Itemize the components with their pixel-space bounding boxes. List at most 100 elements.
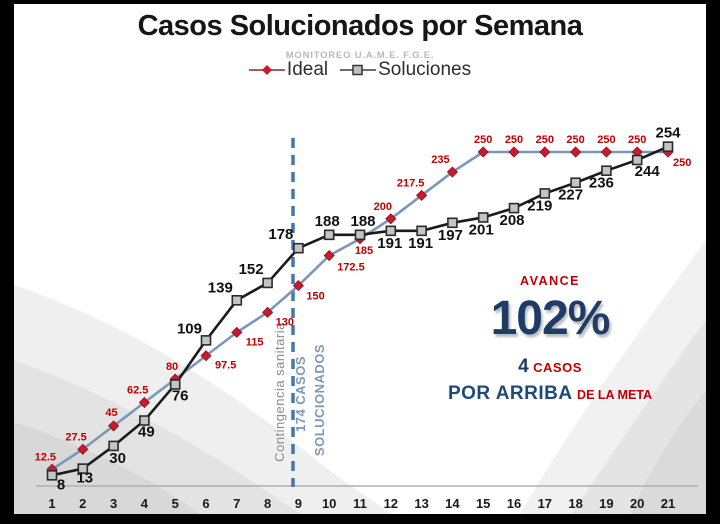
ideal-point-label: 27.5: [65, 431, 86, 443]
ideal-point-label: 172.5: [337, 262, 365, 274]
x-axis-label: 21: [661, 496, 675, 511]
diamond-icon: [248, 65, 285, 75]
ideal-marker: [323, 249, 335, 262]
kpi-avance-label: AVANCE: [520, 274, 580, 288]
ideal-point-label: 115: [246, 336, 264, 348]
ideal-marker: [292, 280, 304, 292]
x-axis-label: 10: [322, 496, 336, 511]
soluciones-marker: [262, 277, 273, 289]
wave-shape: [630, 390, 706, 514]
soluciones-marker: [354, 229, 366, 241]
ideal-point-label: 185: [355, 245, 373, 257]
legend-item-soluciones: Soluciones: [340, 59, 471, 81]
x-axis-label: 20: [630, 496, 644, 511]
x-axis-label: 9: [295, 496, 302, 511]
contingency-label: SOLUCIONADOS: [312, 344, 327, 456]
soluciones-point-label: 208: [499, 212, 524, 229]
x-axis-label: 5: [172, 496, 179, 511]
soluciones-point-label: 227: [558, 187, 583, 204]
soluciones-marker: [46, 470, 58, 481]
ideal-point-label: 217.5: [397, 177, 425, 189]
contingency-label: Contingencia sanitaria: [272, 322, 287, 462]
ideal-marker: [138, 396, 150, 409]
soluciones-point-label: 191: [377, 235, 402, 252]
soluciones-point-label: 188: [350, 213, 375, 230]
frame-bottom: [0, 514, 720, 524]
x-axis-label: 2: [79, 496, 86, 511]
ideal-point-label: 130: [276, 316, 294, 328]
soluciones-marker: [601, 165, 612, 177]
ideal-point-label: 150: [306, 291, 324, 303]
x-axis-label: 16: [507, 496, 521, 511]
ideal-marker: [600, 146, 612, 158]
soluciones-point-label: 201: [469, 221, 494, 238]
x-axis-label: 17: [538, 496, 552, 511]
soluciones-marker: [631, 154, 643, 166]
soluciones-point-label: 219: [527, 197, 552, 214]
soluciones-marker: [200, 335, 212, 346]
soluciones-marker: [477, 212, 489, 223]
soluciones-point-label: 109: [177, 320, 202, 337]
ideal-point-label: 250: [628, 134, 646, 146]
ideal-point-label: 235: [431, 154, 449, 166]
soluciones-point-label: 188: [315, 213, 340, 230]
x-axis-label: 18: [568, 496, 582, 511]
kpi-block: AVANCE 102% 4 CASOS POR ARRIBA DE LA MET…: [420, 274, 680, 405]
ideal-marker: [477, 146, 489, 158]
ideal-point-label: 62.5: [127, 385, 148, 397]
ideal-point-label: 45: [105, 407, 117, 419]
kpi-headline-text: POR ARRIBA: [447, 383, 573, 404]
x-axis-label: 3: [110, 496, 117, 511]
ideal-marker: [539, 146, 551, 158]
kpi-cases-line: 4 CASOS: [420, 356, 680, 378]
x-axis-label: 15: [476, 496, 490, 511]
frame-left: [0, 0, 14, 524]
soluciones-marker: [447, 217, 458, 229]
ideal-marker: [416, 189, 428, 201]
soluciones-point-label: 76: [172, 387, 189, 404]
x-axis-label: 19: [599, 496, 613, 511]
soluciones-marker: [416, 225, 427, 237]
soluciones-marker: [77, 463, 89, 474]
soluciones-marker: [293, 242, 304, 254]
x-axis-label: 6: [202, 496, 209, 511]
soluciones-point-label: 197: [438, 227, 463, 244]
legend-label: Ideal: [286, 59, 329, 80]
ideal-marker: [77, 443, 89, 455]
kpi-headline-line: POR ARRIBA DE LA META: [420, 383, 680, 405]
square-icon: [340, 64, 377, 76]
ideal-point-label: 250: [536, 134, 554, 146]
soluciones-point-label: 13: [76, 470, 93, 487]
x-axis-label: 12: [384, 496, 398, 511]
ideal-point-label: 250: [474, 134, 492, 146]
soluciones-point-label: 152: [239, 261, 264, 278]
soluciones-point-label: 49: [138, 424, 155, 441]
ideal-marker: [231, 326, 243, 338]
ideal-marker: [200, 350, 212, 362]
ideal-marker: [570, 146, 582, 158]
page-title: Casos Solucionados por Semana: [137, 10, 583, 42]
ideal-point-label: 250: [566, 134, 584, 146]
legend-label: Soluciones: [378, 59, 472, 80]
kpi-percent-value: 102%: [490, 292, 611, 345]
x-axis-label: 8: [264, 496, 271, 511]
soluciones-marker: [508, 202, 520, 214]
wave-shape: [14, 422, 200, 514]
soluciones-point-label: 30: [109, 450, 126, 467]
ideal-marker: [446, 166, 458, 178]
x-axis-label: 1: [48, 496, 55, 511]
soluciones-marker: [662, 141, 674, 152]
soluciones-marker: [570, 177, 581, 189]
soluciones-marker: [169, 379, 181, 390]
soluciones-point-label: 254: [655, 125, 681, 142]
soluciones-marker: [323, 229, 335, 241]
x-axis-label: 13: [414, 496, 428, 511]
soluciones-point-label: 8: [57, 476, 65, 493]
soluciones-marker: [231, 294, 243, 306]
ideal-point-label: 250: [505, 134, 523, 146]
ideal-point-label: 12.5: [35, 451, 56, 463]
ideal-point-label: 97.5: [215, 360, 236, 372]
ideal-point-label: 250: [673, 157, 691, 169]
frame-right: [706, 0, 720, 524]
